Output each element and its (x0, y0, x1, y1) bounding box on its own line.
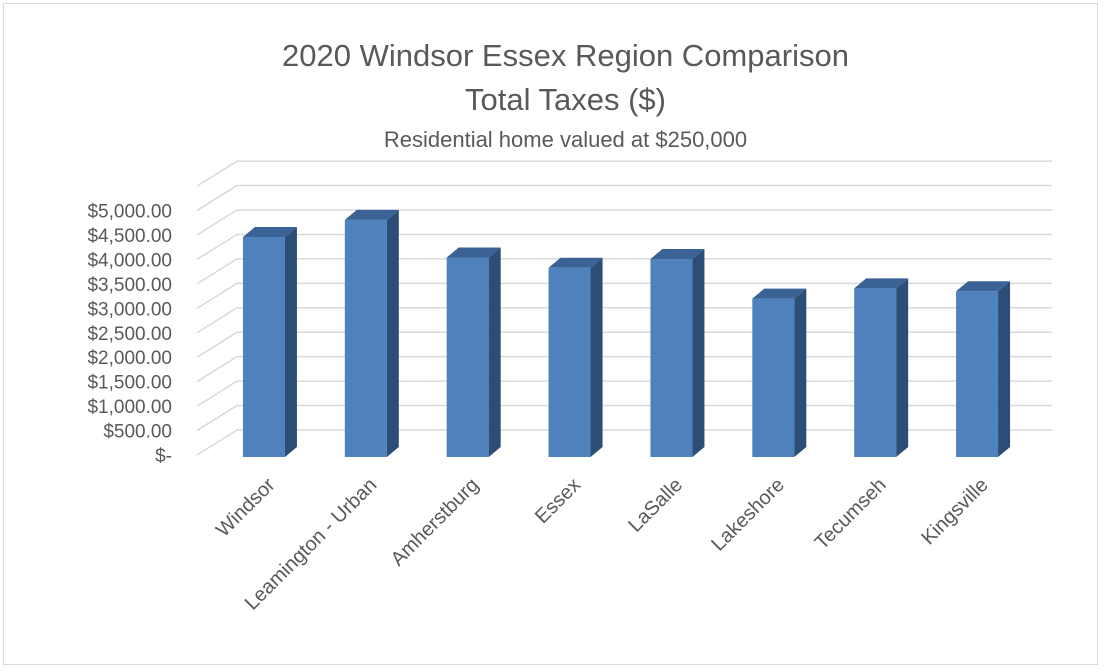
y-tick-label: $3,500.00 (87, 275, 172, 296)
chart-frame: 2020 Windsor Essex Region Comparison Tot… (3, 3, 1098, 665)
bars (242, 209, 1011, 457)
bar-top (752, 288, 807, 299)
bar-front (650, 259, 693, 457)
x-tick-label: Tecumseh (811, 474, 891, 554)
x-tick-label: Essex (531, 474, 585, 528)
x-tick-label: LaSalle (624, 474, 687, 537)
y-tick-label: $4,000.00 (87, 250, 172, 271)
gridline (196, 282, 1052, 309)
y-tick-label: $4,500.00 (87, 226, 172, 247)
chart-subtitle: Residential home valued at $250,000 (383, 127, 748, 152)
chart-plot: $- $500.00 $1,000.00 $1,500.00 $2,000.00 $2,5… (87, 160, 1052, 615)
bar-side (488, 247, 501, 457)
bar-top (344, 209, 399, 220)
bar-top (854, 278, 909, 289)
bar-side (794, 288, 807, 457)
chart-title-line-2: Total Taxes ($) (464, 82, 666, 117)
y-tick-label: $2,000.00 (87, 348, 172, 369)
bar (446, 247, 501, 457)
bar-side (590, 257, 603, 457)
y-axis-tick-labels: $- $500.00 $1,000.00 $1,500.00 $2,000.00 $2,5… (87, 202, 172, 467)
x-tick-label: Windsor (212, 474, 280, 542)
bar-front (548, 267, 591, 457)
gridline (196, 184, 1052, 212)
y-tick-label: $- (155, 446, 172, 467)
y-tick-label: $1,500.00 (87, 373, 172, 394)
chart-title-line-1: 2020 Windsor Essex Region Comparison (282, 38, 849, 73)
y-tick-label: $1,000.00 (87, 397, 172, 418)
gridline (196, 404, 1052, 432)
bar-side (386, 209, 399, 457)
bar-side (284, 227, 297, 457)
x-tick-label: Amherstburg (387, 474, 484, 571)
bar-side (896, 278, 909, 457)
bar-front (956, 291, 999, 457)
gridline (196, 331, 1052, 358)
bar-top (548, 257, 603, 268)
bar-front (752, 298, 795, 457)
bar-side (692, 249, 705, 457)
bar-top (446, 247, 501, 258)
bar-front (446, 257, 489, 457)
y-tick-label: $3,000.00 (87, 299, 172, 320)
y-tick-label: $5,000.00 (87, 202, 172, 223)
bar-front (242, 237, 285, 457)
bar (344, 209, 399, 457)
bar-top (242, 227, 297, 237)
gridline (196, 160, 1052, 187)
bar-top (650, 249, 705, 259)
bar-side (998, 281, 1011, 457)
y-tick-label: $2,500.00 (87, 324, 172, 345)
gridline (196, 380, 1052, 407)
x-tick-label: Lakeshore (707, 474, 789, 556)
gridline (196, 355, 1052, 383)
bar (650, 249, 705, 457)
gridline (196, 209, 1052, 236)
gridline (196, 233, 1052, 261)
bar-front (344, 219, 387, 457)
gridlines (196, 160, 1052, 456)
bar-top (956, 281, 1011, 292)
bar-front (854, 288, 897, 457)
y-tick-label: $500.00 (103, 422, 172, 443)
bar (752, 288, 807, 457)
bar (548, 257, 603, 457)
bar (854, 278, 909, 457)
gridline (196, 258, 1052, 285)
chart-title: 2020 Windsor Essex Region Comparison Tot… (4, 34, 1106, 122)
x-tick-label: Kingsville (917, 474, 992, 549)
gridline (196, 307, 1052, 334)
gridline (196, 429, 1052, 456)
bar (242, 227, 297, 457)
bar (956, 281, 1011, 457)
